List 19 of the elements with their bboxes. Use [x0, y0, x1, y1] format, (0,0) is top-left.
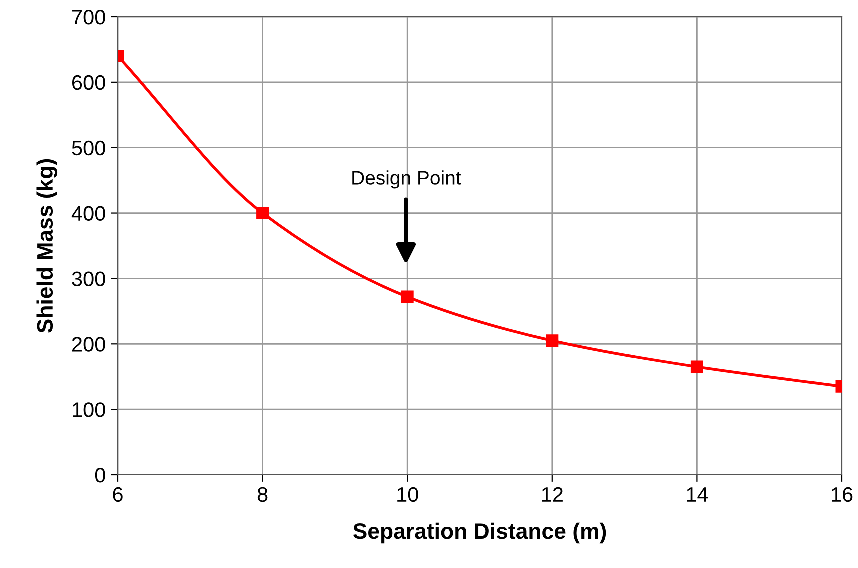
y-tick-label: 600	[72, 75, 106, 90]
x-tick-label: 16	[832, 487, 853, 502]
x-tick-label: 8	[258, 487, 268, 502]
x-tick-label: 6	[113, 487, 123, 502]
y-tick-label: 300	[72, 272, 106, 286]
y-axis-title: Shield Mass (kg)	[36, 159, 58, 334]
point	[401, 290, 414, 304]
y-tick-label: 100	[73, 402, 106, 418]
y-tick-label: 400	[72, 206, 106, 222]
x-axis-title: Separation Distance (m)	[353, 522, 606, 544]
annotation: Design Point	[352, 170, 462, 189]
y-tick-label: 0	[95, 468, 106, 483]
y-tick-label: 700	[72, 10, 106, 25]
y-tick-label: 500	[72, 140, 106, 156]
x-tick-label: 14	[687, 488, 708, 502]
point	[546, 334, 559, 348]
y-tick-label: 200	[72, 337, 106, 352]
x-tick-label: 10	[398, 487, 418, 502]
x-tick-label: 12	[542, 487, 563, 502]
